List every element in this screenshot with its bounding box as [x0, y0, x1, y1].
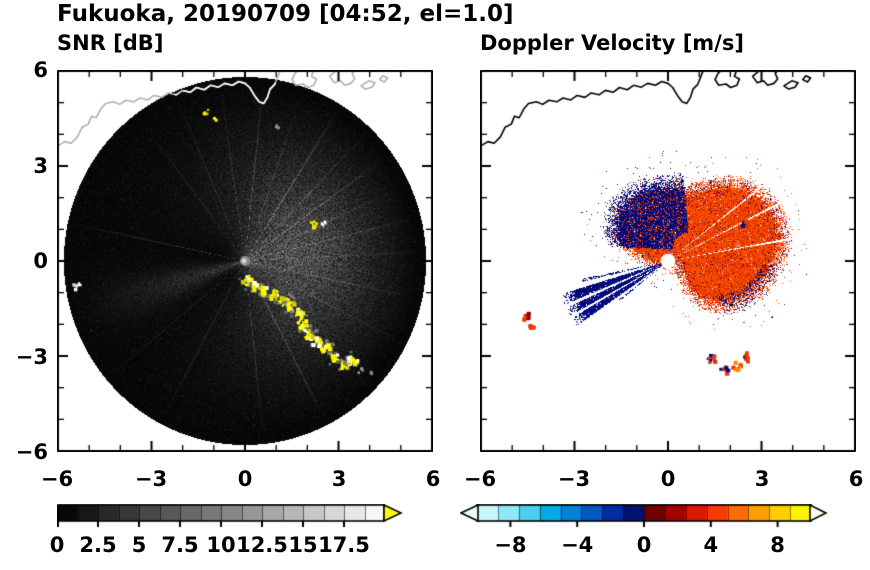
velocity-colorbar-tick-label: 0	[636, 533, 652, 557]
velocity-x-axis-tick-label: −6	[463, 467, 497, 491]
snr-x-axis-tick-label: 6	[425, 467, 441, 491]
snr-colorbar-tick-label: 2.5	[79, 533, 117, 557]
snr-colorbar	[57, 504, 407, 530]
snr-x-axis-tick-label: −3	[134, 467, 168, 491]
velocity-x-axis-tick-label: −3	[557, 467, 591, 491]
snr-plot-canvas	[57, 70, 433, 452]
figure-title: Fukuoka, 20190709 [04:52, el=1.0]	[57, 1, 514, 27]
snr-colorbar-tick-label: 15	[288, 533, 318, 557]
velocity-colorbar	[460, 504, 832, 530]
snr-panel-title: SNR [dB]	[57, 31, 164, 55]
snr-x-axis-tick-label: 3	[331, 467, 347, 491]
y-axis-tick-label: 0	[33, 249, 48, 273]
y-axis-tick-label: 6	[33, 58, 48, 82]
snr-colorbar-tick-label: 0	[49, 533, 65, 557]
velocity-plot-canvas	[480, 70, 856, 452]
velocity-colorbar-tick-label: 4	[703, 533, 719, 557]
velocity-colorbar-tick-label: −4	[561, 533, 594, 557]
velocity-x-axis-tick-label: 3	[754, 467, 770, 491]
snr-colorbar-tick-label: 17.5	[318, 533, 370, 557]
snr-colorbar-tick-label: 5	[131, 533, 147, 557]
velocity-colorbar-tick-label: 8	[770, 533, 785, 557]
snr-colorbar-tick-label: 10	[206, 533, 236, 557]
velocity-colorbar-tick-label: −8	[494, 533, 527, 557]
y-axis-tick-label: −6	[15, 440, 48, 464]
snr-colorbar-tick-label: 7.5	[161, 533, 199, 557]
velocity-x-axis-tick-label: 0	[660, 467, 676, 491]
snr-colorbar-tick-label: 12.5	[236, 533, 288, 557]
velocity-panel-title: Doppler Velocity [m/s]	[480, 31, 744, 55]
y-axis-tick-label: −3	[15, 344, 48, 369]
velocity-x-axis-tick-label: 6	[848, 467, 864, 491]
y-axis-tick-label: 3	[33, 153, 48, 178]
snr-x-axis-tick-label: 0	[237, 467, 253, 491]
snr-x-axis-tick-label: −6	[40, 467, 74, 491]
